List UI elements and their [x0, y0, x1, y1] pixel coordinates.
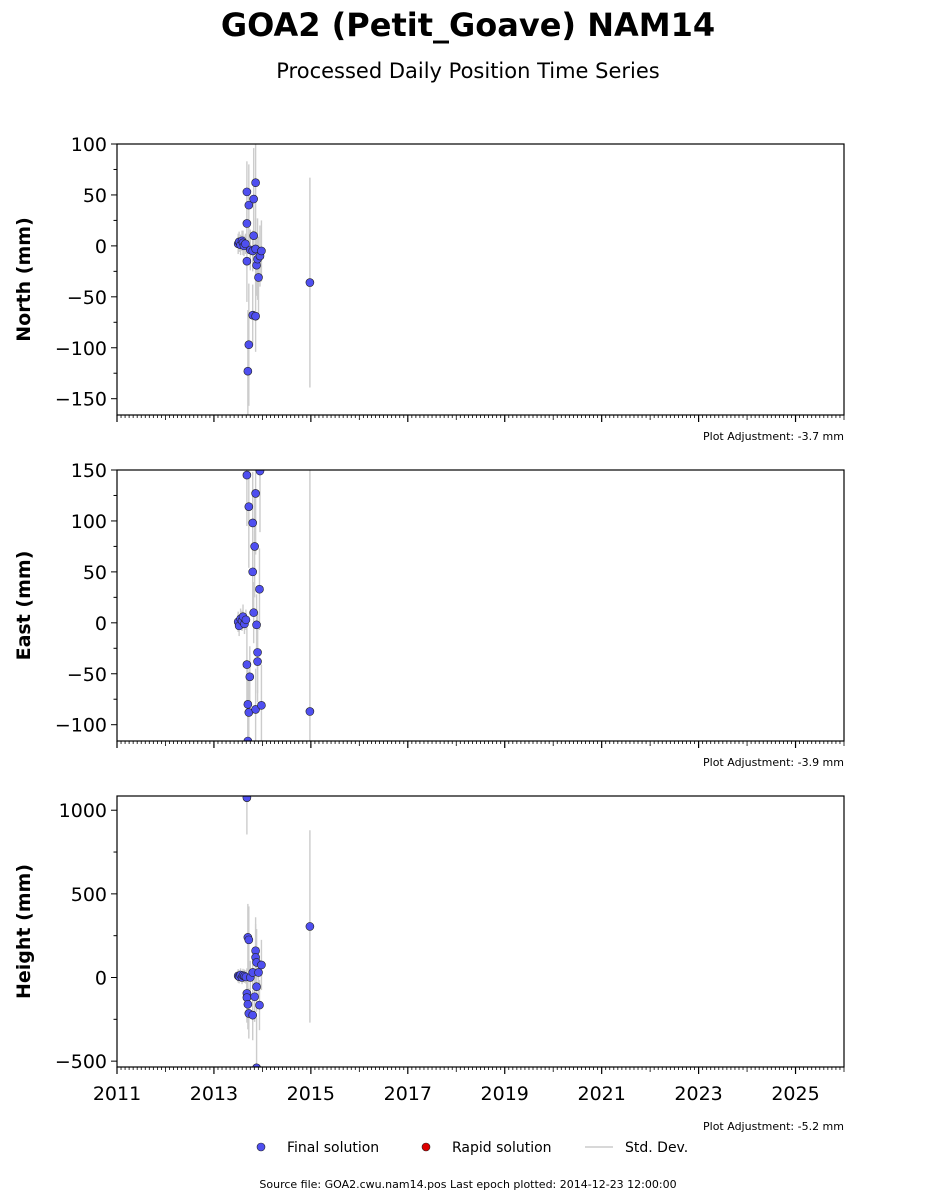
- height-point: [254, 968, 263, 977]
- east-point: [245, 672, 255, 682]
- chart-title: GOA2 (Petit_Goave) NAM14: [221, 6, 715, 44]
- north-plot-area: [233, 144, 315, 415]
- east-point: [242, 470, 252, 480]
- legend-final-label: Final solution: [287, 1140, 379, 1156]
- east-point: [249, 608, 258, 617]
- height-xtick-label: 2013: [190, 1083, 238, 1105]
- east-point: [255, 584, 264, 594]
- east-point: [253, 657, 262, 666]
- height-plot-adjustment: Plot Adjustment: -5.2 mm: [703, 1120, 844, 1133]
- east-point: [251, 489, 260, 498]
- height-xtick-label: 2011: [93, 1083, 141, 1105]
- north-plot-adjustment: Plot Adjustment: -3.7 mm: [703, 430, 844, 443]
- height-plot-area: [233, 796, 315, 1067]
- height-ytick-label: 0: [95, 968, 107, 990]
- north-point: [251, 311, 260, 321]
- height-xtick-label: 2023: [674, 1083, 722, 1105]
- north-ytick-label: 50: [83, 185, 107, 207]
- north-ytick-label: 100: [71, 134, 107, 156]
- height-point: [257, 960, 266, 970]
- north-point: [254, 273, 263, 282]
- east-point: [257, 701, 266, 710]
- east-point: [248, 518, 258, 528]
- east-ytick-label: −50: [67, 664, 107, 686]
- east-point: [252, 620, 261, 630]
- east-point: [244, 502, 254, 511]
- height-axes-frame: [116, 795, 845, 1068]
- north-point: [242, 219, 252, 228]
- north-point: [251, 178, 260, 188]
- east-ylabel: East (mm): [13, 551, 35, 661]
- east-plot-adjustment: Plot Adjustment: -3.9 mm: [703, 756, 844, 769]
- north-point: [257, 246, 266, 256]
- east-ytick-label: 0: [95, 613, 107, 635]
- north-point: [242, 187, 252, 197]
- footer-source: Source file: GOA2.cwu.nam14.pos Last epo…: [259, 1178, 676, 1191]
- legend-final-marker: [256, 1142, 266, 1152]
- north-point: [243, 366, 253, 376]
- height-xtick-label: 2019: [481, 1083, 529, 1105]
- east-point: [253, 648, 262, 657]
- north-point: [241, 239, 250, 249]
- height-point: [243, 999, 253, 1009]
- north-ytick-label: −100: [55, 338, 107, 360]
- height-xtick-label: 2017: [384, 1083, 432, 1105]
- east-point: [241, 615, 251, 625]
- north-point: [249, 231, 258, 240]
- north-point: [242, 256, 252, 266]
- height-point: [255, 1000, 264, 1010]
- height-ylabel: Height (mm): [13, 864, 35, 999]
- east-ytick-label: −100: [55, 715, 107, 737]
- east-plot-area: [233, 470, 315, 741]
- east-point: [242, 660, 252, 669]
- height-point: [244, 935, 254, 945]
- height-xtick-label: 2025: [771, 1083, 819, 1105]
- height-point: [248, 1010, 258, 1020]
- north-axes-frame: [116, 143, 845, 416]
- east-axes-frame: [116, 469, 845, 742]
- east-point: [243, 736, 253, 741]
- east-ytick-label: 150: [71, 460, 107, 482]
- east-ytick-label: 100: [71, 511, 107, 533]
- north-panel: 100 50 0 −50 −100 −150 North (mm) Plot Adjustme…: [13, 134, 845, 443]
- height-point: [252, 1063, 261, 1067]
- east-point: [243, 700, 253, 709]
- legend-rapid-marker: [421, 1142, 431, 1152]
- east-point: [251, 705, 260, 714]
- height-point: [250, 992, 259, 1002]
- chart-subtitle: Processed Daily Position Time Series: [276, 59, 660, 83]
- north-point: [244, 200, 254, 210]
- east-ytick-label: 50: [83, 562, 107, 584]
- north-point: [305, 278, 315, 287]
- east-point: [248, 567, 258, 577]
- east-point: [250, 542, 259, 551]
- east-point: [255, 470, 265, 476]
- north-point: [249, 194, 258, 204]
- legend: Final solution Rapid solution Std. Dev.: [256, 1140, 688, 1156]
- north-ylabel: North (mm): [13, 217, 35, 342]
- east-panel: 150 100 50 0 −50 −100 East (mm) Plot Adjustment…: [13, 460, 845, 769]
- height-xtick-label: 2015: [287, 1083, 335, 1105]
- legend-std-label: Std. Dev.: [625, 1140, 688, 1156]
- north-ytick-label: −50: [67, 287, 107, 309]
- east-point: [305, 707, 315, 716]
- north-ytick-label: 0: [95, 236, 107, 258]
- height-ytick-label: 500: [71, 884, 107, 906]
- height-point: [252, 982, 261, 992]
- north-ytick-label: −150: [55, 389, 107, 411]
- height-ytick-label: −500: [55, 1051, 107, 1073]
- height-ytick-label: 1000: [59, 800, 107, 822]
- height-panel: 1000 500 0 −500 2011 2013 2015 2017 2019 2021 2023…: [13, 795, 845, 1133]
- height-xtick-label: 2021: [577, 1083, 625, 1105]
- legend-rapid-label: Rapid solution: [452, 1140, 552, 1156]
- height-point: [242, 796, 252, 802]
- height-point: [305, 922, 315, 931]
- north-point: [244, 340, 254, 350]
